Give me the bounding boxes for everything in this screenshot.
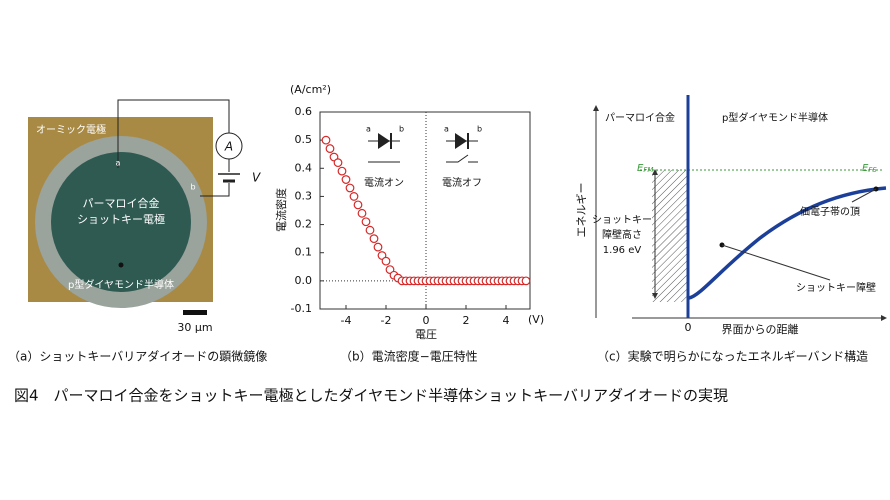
switch [446, 154, 469, 163]
inset-a: a [366, 125, 371, 134]
caption: （b）電流密度−電圧特性 [340, 349, 478, 364]
inset-label: 電流オン [364, 177, 404, 189]
wire [117, 99, 230, 168]
metal-region [652, 170, 688, 302]
valence-top-label: 価電子帯の頂 [800, 205, 860, 218]
y-tick-label: 0.6 [295, 105, 313, 118]
diode [455, 133, 467, 149]
marker [369, 234, 379, 244]
marker [353, 200, 363, 210]
barrier-height: ショットキー [592, 215, 652, 226]
marker [337, 166, 347, 176]
barrier-label: ショットキー障壁 [796, 282, 876, 294]
marker [521, 276, 531, 286]
x-tick-label: 0 [423, 314, 430, 327]
y-tick-label: 0.5 [295, 133, 313, 146]
efs-main: E [862, 163, 869, 174]
y-tick-label: 0.2 [295, 218, 313, 231]
marker [345, 183, 355, 193]
terminal-b: b [190, 183, 195, 192]
marker [341, 175, 351, 184]
voltage-label: V [252, 171, 261, 185]
y-tick-label: 0.4 [295, 161, 313, 174]
panel-c: エネルギー 0 界面からの距離 パーマロイ合金 p型ダイヤモンド半導体 EFM … [575, 95, 887, 364]
inset-b: b [399, 125, 404, 134]
x-tick-label: -2 [381, 314, 392, 327]
panel-b: (A/cm²) (V) 電流密度 電圧 （b）電流密度−電圧特性 a b 電流オ… [274, 83, 544, 364]
y-tick-label: 0.0 [295, 274, 313, 287]
valence-band [688, 186, 887, 300]
electrode-label: パーマロイ合金 [83, 197, 160, 210]
efs-sub: FS [868, 166, 877, 174]
caption: （c）実験で明らかになったエネルギーバンド構造 [597, 349, 868, 364]
figure-caption: 図4 パーマロイ合金をショットキー電極としたダイヤモンド半導体ショットキーバリア… [14, 387, 728, 405]
leader [851, 188, 877, 203]
y-tick-label: -0.1 [291, 302, 312, 315]
marker [381, 256, 391, 266]
distance-label: 界面からの距離 [722, 322, 799, 336]
semiconductor-label: p型ダイヤモンド半導体 [722, 111, 828, 124]
electrode [51, 152, 191, 292]
barrier-height: 1.96 eV [603, 245, 642, 256]
barrier-height: 障壁高さ [602, 228, 642, 241]
marker [361, 217, 371, 227]
efm-main: E [637, 163, 644, 174]
inset-on: a b 電流オン [364, 125, 404, 190]
diode [378, 133, 390, 149]
x-tick-label: 2 [463, 314, 470, 327]
semiconductor-label: p型ダイヤモンド半導体 [68, 278, 174, 291]
x-label: 電圧 [415, 328, 437, 341]
panel-a: A V a b オーミック電極 パーマロイ合金 ショットキー電極 p型ダイヤモン… [8, 99, 267, 364]
origin-label: 0 [685, 321, 692, 334]
scale-label: 30 μm [177, 321, 212, 334]
marker [373, 242, 383, 252]
x-tick-label: -4 [341, 314, 352, 327]
marker [325, 144, 335, 153]
leader [721, 244, 831, 281]
marker [349, 192, 359, 201]
scale-bar [183, 310, 207, 315]
x-tick-label: 4 [503, 314, 510, 327]
ammeter-label: A [224, 140, 233, 154]
y-tick-label: 0.1 [295, 246, 313, 259]
caption: （a）ショットキーバリアダイオードの顕微鏡像 [8, 349, 267, 364]
terminal-a: a [116, 159, 121, 168]
x-unit: (V) [528, 313, 544, 326]
marker [365, 225, 375, 235]
y-label: 電流密度 [274, 188, 288, 232]
y-tick-label: 0.3 [295, 189, 313, 202]
ammeter [215, 132, 243, 160]
metal-label: パーマロイ合金 [605, 111, 675, 124]
energy-label: エネルギー [575, 183, 588, 238]
inset-label: 電流オフ [442, 177, 482, 189]
plot-frame [319, 111, 531, 310]
electrode-label: ショットキー電極 [77, 212, 165, 226]
efm-label: EFM [637, 163, 653, 174]
y-unit: (A/cm²) [290, 83, 331, 96]
ohmic-label: オーミック電極 [36, 123, 106, 136]
marker [357, 208, 367, 218]
inset-off: a b 電流オフ [442, 125, 482, 190]
dot [118, 262, 124, 268]
efs-label: EFS [862, 163, 877, 174]
wire [200, 183, 230, 197]
inset-a: a [444, 125, 449, 134]
efm-sub: FM [643, 166, 653, 174]
marker [333, 158, 343, 168]
marker [321, 135, 331, 145]
inset-b: b [477, 125, 482, 134]
